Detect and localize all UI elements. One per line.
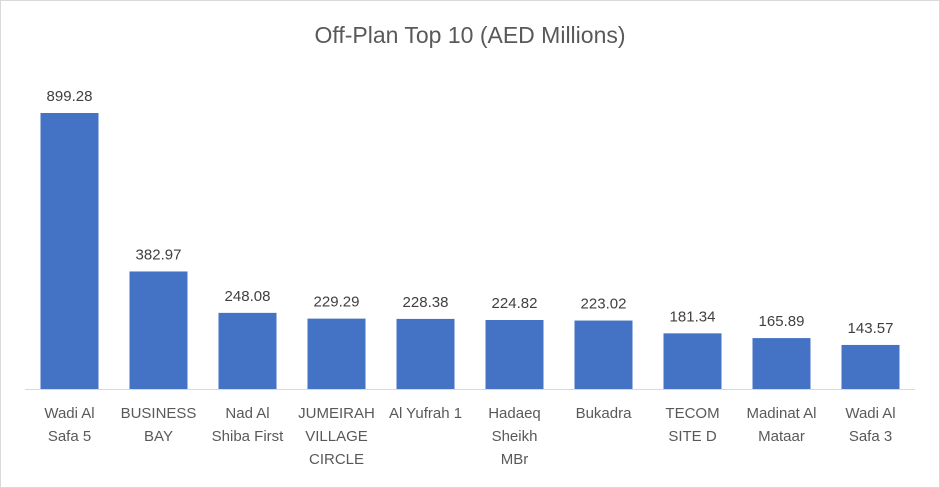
data-label: 165.89 [759, 313, 805, 330]
category-label: MBr [501, 451, 529, 468]
category-label: Shiba First [212, 428, 285, 445]
category-label: CIRCLE [309, 451, 364, 468]
category-label: Madinat Al [746, 405, 816, 422]
bar [574, 320, 633, 389]
bar [485, 320, 544, 389]
data-label: 899.28 [47, 88, 93, 105]
category-label: JUMEIRAH [298, 405, 375, 422]
data-label: 228.38 [403, 294, 449, 311]
bar [218, 312, 277, 389]
chart-title: Off-Plan Top 10 (AED Millions) [314, 22, 626, 48]
data-label: 248.08 [225, 288, 271, 305]
category-label: Bukadra [576, 405, 633, 422]
data-label: 143.57 [848, 320, 894, 337]
category-label: Wadi Al [845, 405, 895, 422]
category-label: Al Yufrah 1 [389, 405, 462, 422]
bar [129, 271, 188, 389]
category-label: Safa 3 [849, 428, 892, 445]
bar [752, 338, 811, 389]
bar [396, 318, 455, 389]
bar [40, 113, 99, 389]
category-label: Mataar [758, 428, 805, 445]
bar [307, 318, 366, 389]
category-label: Hadaeq [488, 405, 541, 422]
data-label: 223.02 [581, 296, 627, 313]
bar [663, 333, 722, 389]
category-label: Nad Al [225, 405, 269, 422]
category-label: TECOM [665, 405, 719, 422]
category-label: Sheikh [492, 428, 538, 445]
category-label: BUSINESS [121, 405, 197, 422]
category-label: Wadi Al [44, 405, 94, 422]
category-label: SITE D [668, 428, 717, 445]
data-label: 229.29 [314, 294, 360, 311]
data-label: 181.34 [670, 308, 716, 325]
category-label: Safa 5 [48, 428, 91, 445]
category-label: VILLAGE [305, 428, 368, 445]
data-label: 382.97 [136, 246, 182, 263]
category-label: BAY [144, 428, 173, 445]
bar [841, 344, 900, 389]
data-label: 224.82 [492, 295, 538, 312]
